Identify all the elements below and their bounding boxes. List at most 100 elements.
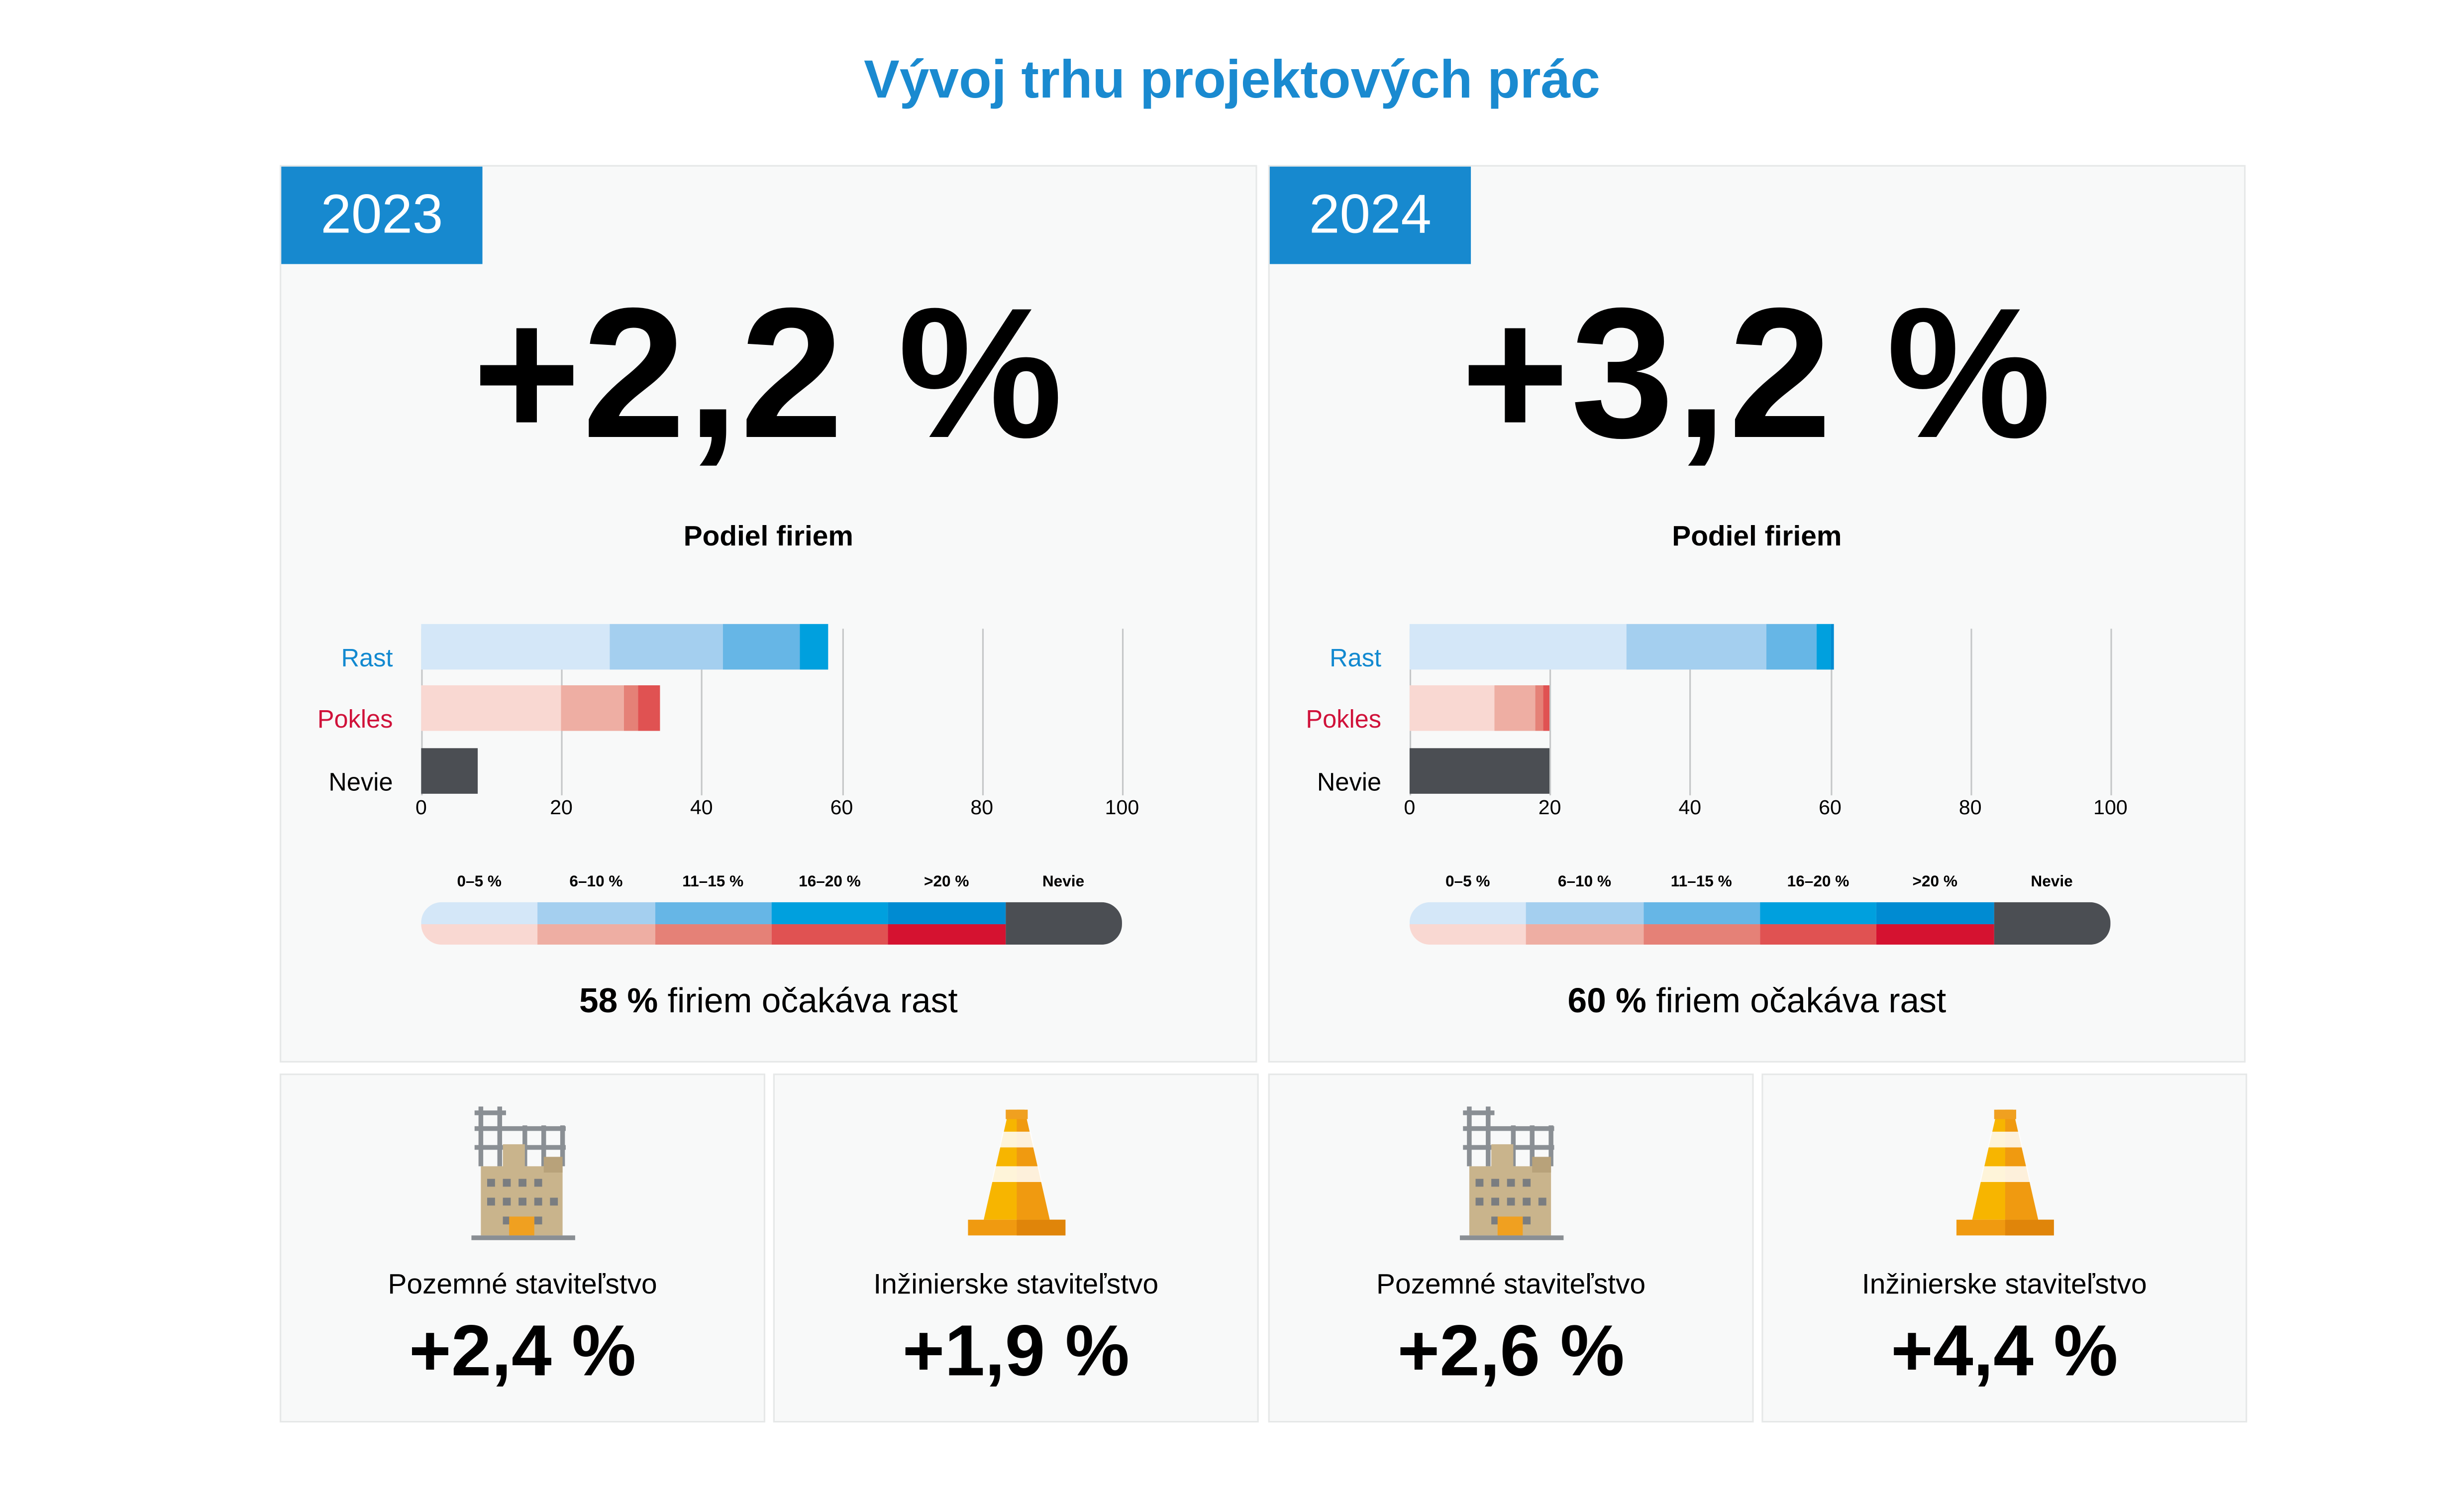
bar-segment [1493, 685, 1536, 731]
bar-segment [1830, 624, 1834, 670]
decline-swatch [1760, 923, 1877, 945]
x-tick-label: 40 [1678, 795, 1702, 819]
legend-label: 6–10 % [1557, 873, 1612, 891]
bar-segment [1409, 748, 1550, 794]
sector-card: Pozemné staviteľstvo +2,4 % [280, 1074, 766, 1423]
sector-label: Inžinierske staviteľstvo [1861, 1268, 2147, 1300]
sector-label: Pozemné staviteľstvo [1376, 1268, 1646, 1300]
x-tick-label: 80 [970, 795, 994, 819]
sector-value: +1,9 % [902, 1309, 1129, 1392]
x-tick-label: 100 [1105, 795, 1139, 819]
category-label: Nevie [328, 770, 393, 797]
bar-segment [1536, 685, 1543, 731]
legend-swatch [771, 902, 889, 945]
gridline [1690, 629, 1692, 796]
growth-swatch [538, 902, 655, 924]
bar-chart: 0 20 40 60 80 100 Rast Pokles Nevie [317, 623, 1139, 827]
legend-color-bar [421, 902, 1122, 945]
panel-2024: 2024 +3,2 % Podiel firiem 0 20 40 60 80 100 Ra… [1268, 165, 2246, 1063]
bar-segment [624, 685, 638, 731]
summary: 60 % firiem očakáva rast [1270, 981, 2244, 1022]
gridline [841, 629, 843, 796]
legend-swatch [538, 902, 655, 945]
gridline [701, 629, 703, 796]
decline-swatch [538, 923, 655, 945]
growth-swatch [1409, 902, 1527, 924]
summary-text: firiem očakáva rast [1646, 980, 1947, 1020]
bar-segment [799, 624, 828, 670]
growth-swatch [421, 902, 538, 924]
decline-swatch [421, 923, 538, 945]
x-tick-label: 40 [690, 795, 713, 819]
decline-swatch [1876, 923, 1994, 945]
growth-swatch [654, 902, 772, 924]
legend-swatch [1760, 902, 1877, 945]
x-tick-label: 20 [1538, 795, 1561, 819]
bar-segment [638, 685, 660, 731]
summary-text: firiem očakáva rast [658, 980, 958, 1020]
bar-segment [1409, 685, 1494, 731]
decline-swatch [1643, 923, 1760, 945]
decline-swatch [1526, 923, 1643, 945]
chart-title: Podiel firiem [683, 520, 853, 552]
legend-label: Nevie [2031, 873, 2073, 891]
bar-pokles [421, 685, 660, 731]
sector-value: +2,6 % [1397, 1309, 1625, 1392]
bar-segment [421, 685, 562, 731]
legend-label: 16–20 % [799, 873, 861, 891]
gridline [2110, 629, 2112, 796]
legend-swatch [1993, 902, 2111, 945]
legend-label: 0–5 % [457, 873, 502, 891]
sector-label: Pozemné staviteľstvo [388, 1268, 657, 1300]
year-tab: 2024 [1269, 166, 1471, 264]
legend-swatch [1876, 902, 1994, 945]
legend-swatch [421, 902, 538, 945]
decline-swatch [888, 923, 1006, 945]
sector-label: Inžinierske staviteľstvo [873, 1268, 1159, 1300]
legend-label: >20 % [1912, 873, 1957, 891]
growth-swatch [888, 902, 1006, 924]
bar-segment [421, 748, 478, 794]
bar-segment [561, 685, 624, 731]
bar-segment [1767, 624, 1816, 670]
summary: 58 % firiem očakáva rast [281, 981, 1255, 1022]
bar-segment [421, 624, 611, 670]
year-tab: 2023 [281, 166, 483, 264]
bar-rast [1409, 624, 1834, 670]
bar-segment [1627, 624, 1767, 670]
x-tick-label: 20 [550, 795, 573, 819]
x-tick-label: 80 [1958, 795, 1982, 819]
x-tick-label: 0 [1404, 795, 1416, 819]
chart-title: Podiel firiem [1672, 520, 1842, 552]
x-tick-label: 100 [2093, 795, 2128, 819]
bar-chart: 0 20 40 60 80 100 Rast Pokles Nevie [1306, 623, 2128, 827]
panel-2023: 2023 +2,2 % Podiel firiem 0 20 40 60 80 100 Ra… [280, 165, 1257, 1063]
legend-label: Nevie [1042, 873, 1085, 891]
x-tick-label: 0 [415, 795, 427, 819]
gridline [1549, 629, 1551, 796]
unknown-swatch [1005, 902, 1122, 945]
summary-percent: 58 % [579, 980, 658, 1020]
legend-swatch [1409, 902, 1527, 945]
sector-card: Inžinierske staviteľstvo +4,4 % [1761, 1074, 2248, 1423]
legend-label: 6–10 % [569, 873, 623, 891]
decline-swatch [771, 923, 889, 945]
growth-swatch [1643, 902, 1760, 924]
gridline [982, 629, 984, 796]
legend-swatch [1643, 902, 1760, 945]
x-tick-label: 60 [1819, 795, 1842, 819]
bar-segment [722, 624, 800, 670]
category-label: Rast [341, 646, 393, 673]
legend-label: 0–5 % [1445, 873, 1490, 891]
unknown-swatch [1993, 902, 2111, 945]
legend-swatch [1005, 902, 1122, 945]
gridline [1970, 629, 1972, 796]
bar-segment [610, 624, 723, 670]
legend-label: 11–15 % [682, 873, 744, 891]
sector-card: Inžinierske staviteľstvo +1,9 % [773, 1074, 1259, 1423]
legend-color-bar [1409, 902, 2111, 945]
bar-nevie [1409, 748, 1550, 794]
growth-swatch [1760, 902, 1877, 924]
bar-segment [1816, 624, 1830, 670]
